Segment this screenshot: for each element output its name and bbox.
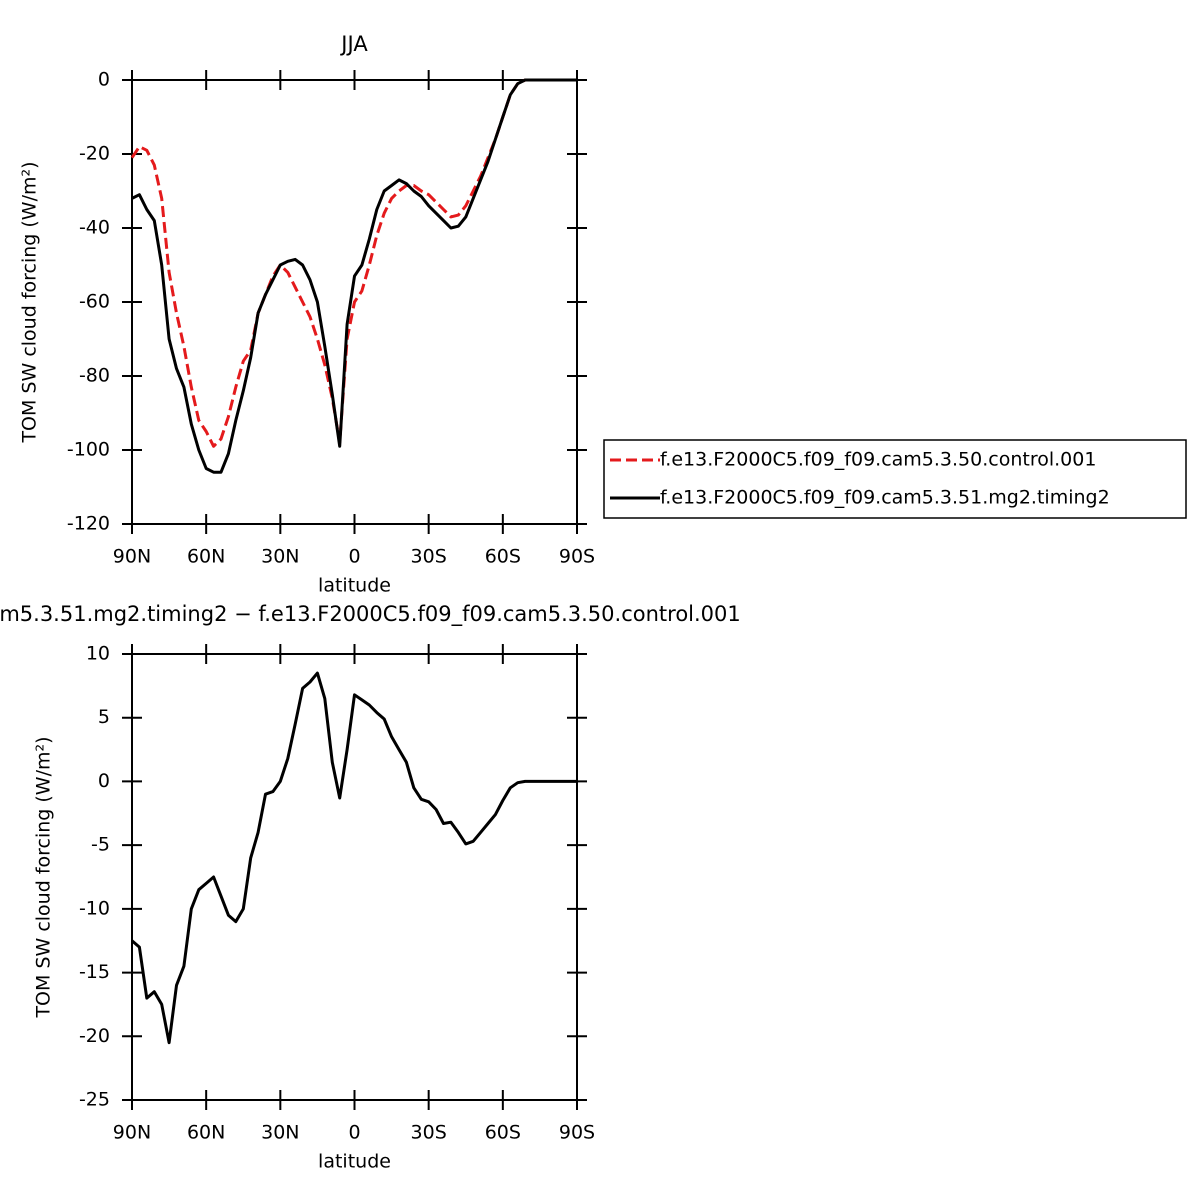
x-tick-label: 30S: [411, 546, 447, 568]
y-axis-label: TOM SW cloud forcing (W/m²): [33, 736, 55, 1018]
x-tick-label: 30N: [261, 1122, 299, 1144]
x-tick-label: 0: [348, 1122, 360, 1144]
chart-title: JJA: [339, 32, 368, 56]
y-tick-label: -10: [79, 897, 110, 919]
y-tick-label: -25: [79, 1089, 110, 1111]
y-tick-label: 10: [86, 643, 110, 665]
y-tick-label: -5: [91, 834, 110, 856]
x-tick-label: 60S: [485, 546, 521, 568]
y-tick-label: -120: [67, 513, 110, 535]
y-tick-label: 5: [98, 706, 110, 728]
y-axis-label: TOM SW cloud forcing (W/m²): [19, 161, 41, 443]
x-tick-label: 90S: [559, 1122, 595, 1144]
y-tick-label: 0: [98, 770, 110, 792]
y-tick-label: -20: [79, 143, 110, 165]
plot-frame: [131, 79, 578, 525]
x-axis-label: latitude: [318, 575, 391, 597]
data-line: [130, 78, 577, 448]
legend-box: [603, 439, 1187, 519]
x-tick-label: 60N: [187, 1122, 225, 1144]
legend-label: f.e13.F2000C5.f09_f09.cam5.3.51.mg2.timi…: [660, 487, 1110, 509]
x-tick-label: 0: [348, 546, 360, 568]
x-tick-label: 30S: [411, 1122, 447, 1144]
y-tick-label: 0: [98, 69, 110, 91]
data-line: [131, 78, 577, 474]
legend-label: f.e13.F2000C5.f09_f09.cam5.3.50.control.…: [660, 449, 1096, 471]
y-tick-label: -40: [79, 217, 110, 239]
x-tick-label: 90N: [113, 546, 151, 568]
y-tick-label: -60: [79, 291, 110, 313]
plot-frame: [131, 653, 578, 1101]
x-tick-label: 60N: [187, 546, 225, 568]
x-axis-label: latitude: [318, 1151, 391, 1173]
x-tick-label: 60S: [485, 1122, 521, 1144]
x-tick-label: 90S: [559, 546, 595, 568]
y-tick-label: -80: [79, 365, 110, 387]
y-tick-label: -15: [79, 961, 110, 983]
x-tick-label: 90N: [113, 1122, 151, 1144]
x-tick-label: 30N: [261, 546, 299, 568]
chart-title: .cam5.3.51.mg2.timing2 − f.e13.F2000C5.f…: [0, 602, 741, 627]
y-tick-label: -100: [67, 439, 110, 461]
data-line: [131, 671, 577, 1045]
y-tick-label: -20: [79, 1025, 110, 1047]
